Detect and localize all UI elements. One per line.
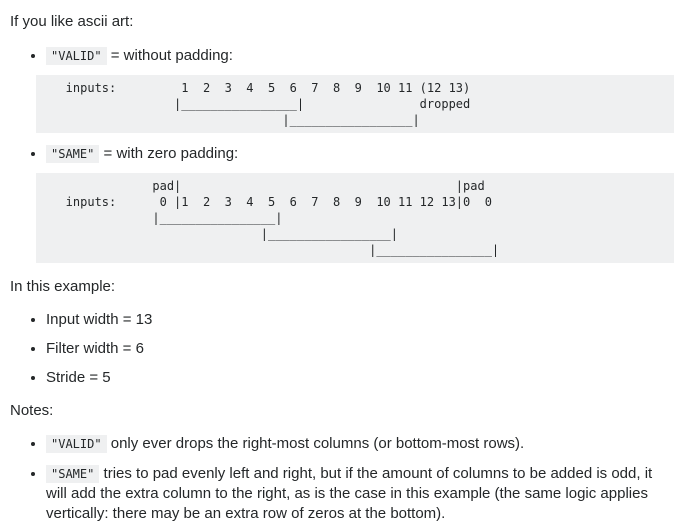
- list-item-filter-width: Filter width = 6: [46, 339, 675, 358]
- same-heading: "SAME" = with zero padding:: [46, 143, 675, 165]
- note-item-same: "SAME" tries to pad evenly left and righ…: [46, 464, 660, 524]
- same-ascii-diagram: pad| |pad inputs: 0 |1 2 3 4 5 6 7 8 9 1…: [36, 173, 674, 263]
- same-inline-code: "SAME": [46, 145, 100, 163]
- list-item-input-width: Input width = 13: [46, 310, 675, 329]
- notes-list: "VALID" only ever drops the right-most c…: [10, 434, 675, 524]
- note-valid-text: only ever drops the right-most columns (…: [106, 435, 525, 452]
- note-item-valid: "VALID" only ever drops the right-most c…: [46, 434, 660, 454]
- valid-heading-text: = without padding:: [106, 47, 233, 64]
- note-same-inline-code: "SAME": [46, 465, 100, 483]
- valid-heading: "VALID" = without padding:: [46, 45, 675, 67]
- notes-heading: Notes:: [10, 402, 54, 419]
- note-valid-inline-code: "VALID": [46, 435, 107, 453]
- list-item-stride: Stride = 5: [46, 368, 675, 387]
- example-heading: In this example:: [10, 278, 116, 295]
- valid-ascii-diagram: inputs: 1 2 3 4 5 6 7 8 9 10 11 (12 13) …: [36, 75, 674, 133]
- note-same: "SAME" tries to pad evenly left and righ…: [46, 465, 652, 522]
- padding-examples-list: "VALID" = without padding: inputs: 1 2 3…: [10, 45, 675, 263]
- list-item-valid: "VALID" = without padding: inputs: 1 2 3…: [36, 45, 675, 133]
- note-valid: "VALID" only ever drops the right-most c…: [46, 435, 525, 453]
- list-item-same: "SAME" = with zero padding: pad| |pad in…: [36, 143, 675, 263]
- note-same-text: tries to pad evenly left and right, but …: [46, 465, 653, 522]
- same-heading-text: = with zero padding:: [99, 145, 239, 162]
- example-list: Input width = 13 Filter width = 6 Stride…: [10, 310, 675, 387]
- intro-text: If you like ascii art:: [10, 13, 134, 30]
- valid-inline-code: "VALID": [46, 47, 107, 65]
